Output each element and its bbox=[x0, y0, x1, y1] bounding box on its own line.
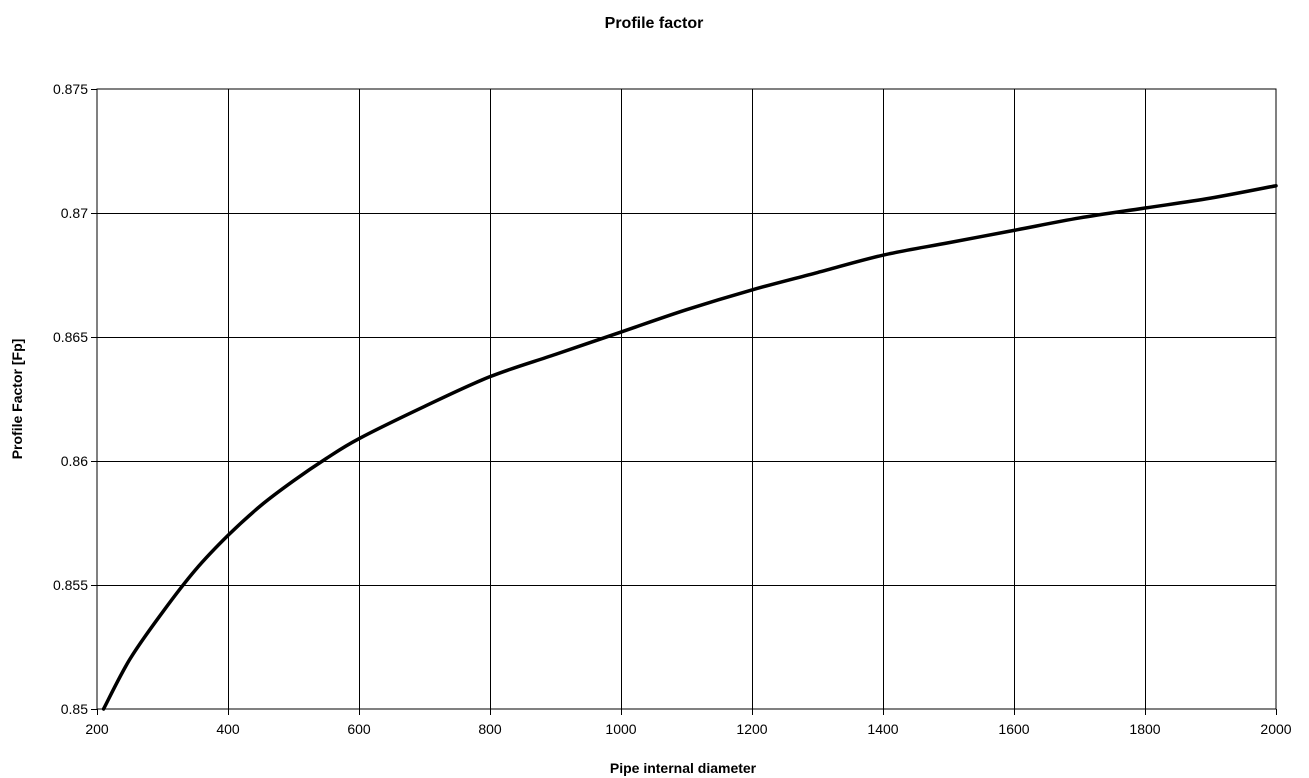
x-tick-label: 1400 bbox=[867, 721, 898, 737]
x-tick-label: 1000 bbox=[605, 721, 636, 737]
x-tick-label: 600 bbox=[347, 721, 371, 737]
x-tick-label: 1200 bbox=[736, 721, 767, 737]
axis-ticks: 200 400 600 800 1000 1200 1400 1600 1800 2000 0.85… bbox=[53, 81, 1292, 737]
x-tick-label: 1800 bbox=[1129, 721, 1160, 737]
y-axis-label: Profile Factor [Fp] bbox=[9, 339, 25, 460]
series-layer bbox=[101, 183, 1278, 711]
x-tick-label: 2000 bbox=[1260, 721, 1291, 737]
grid bbox=[97, 89, 1276, 709]
plot-area bbox=[96, 88, 1277, 710]
x-axis-label: Pipe internal diameter bbox=[610, 760, 757, 776]
chart-title: Profile factor bbox=[605, 15, 704, 32]
x-tick-label: 800 bbox=[478, 721, 502, 737]
x-tick-label: 200 bbox=[85, 721, 109, 737]
y-tick-label: 0.86 bbox=[61, 453, 88, 469]
x-tick-label: 1600 bbox=[998, 721, 1029, 737]
y-tick-label: 0.865 bbox=[53, 329, 88, 345]
y-tick-label: 0.875 bbox=[53, 81, 88, 97]
y-tick-label: 0.855 bbox=[53, 577, 88, 593]
x-tick-label: 400 bbox=[216, 721, 240, 737]
y-tick-label: 0.87 bbox=[61, 205, 88, 221]
series-line-profile-factor bbox=[101, 183, 1278, 711]
y-tick-label: 0.85 bbox=[61, 701, 88, 717]
